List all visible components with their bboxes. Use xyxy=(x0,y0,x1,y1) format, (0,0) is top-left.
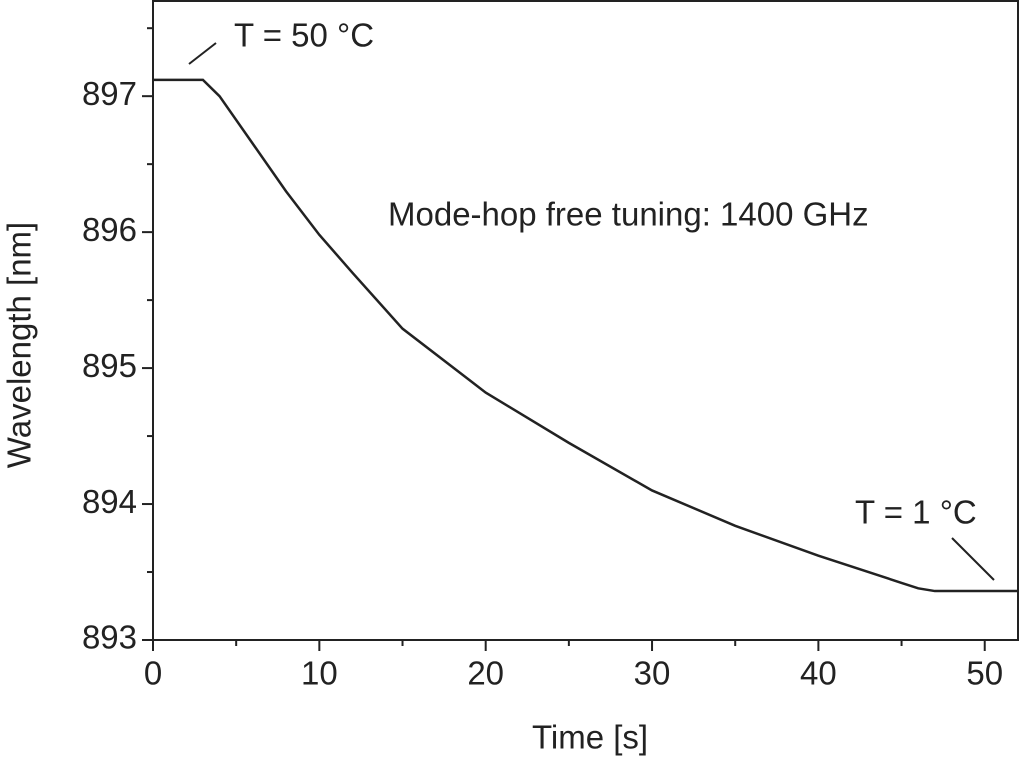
y-tick-label: 895 xyxy=(82,347,137,384)
x-tick-label: 50 xyxy=(966,655,1003,692)
x-axis-label: Time [s] xyxy=(532,719,648,756)
y-tick-label: 894 xyxy=(82,483,137,520)
y-axis-label: Wavelength [nm] xyxy=(1,222,38,468)
y-tick-label: 893 xyxy=(82,619,137,656)
x-tick-label: 20 xyxy=(467,655,504,692)
plot-frame xyxy=(152,0,1019,641)
y-tick-label: 896 xyxy=(82,211,137,248)
x-tick-label: 0 xyxy=(144,655,162,692)
annotation: Mode-hop free tuning: 1400 GHz xyxy=(388,196,869,233)
x-tick-label: 10 xyxy=(301,655,338,692)
annotation: T = 1 °C xyxy=(855,494,977,531)
annotation: T = 50 °C xyxy=(234,17,374,54)
arrow xyxy=(951,537,995,581)
arrow xyxy=(188,42,217,65)
y-tick-label: 897 xyxy=(82,75,137,112)
x-tick-label: 40 xyxy=(800,655,837,692)
x-tick-label: 30 xyxy=(634,655,671,692)
data-line xyxy=(153,78,1018,593)
